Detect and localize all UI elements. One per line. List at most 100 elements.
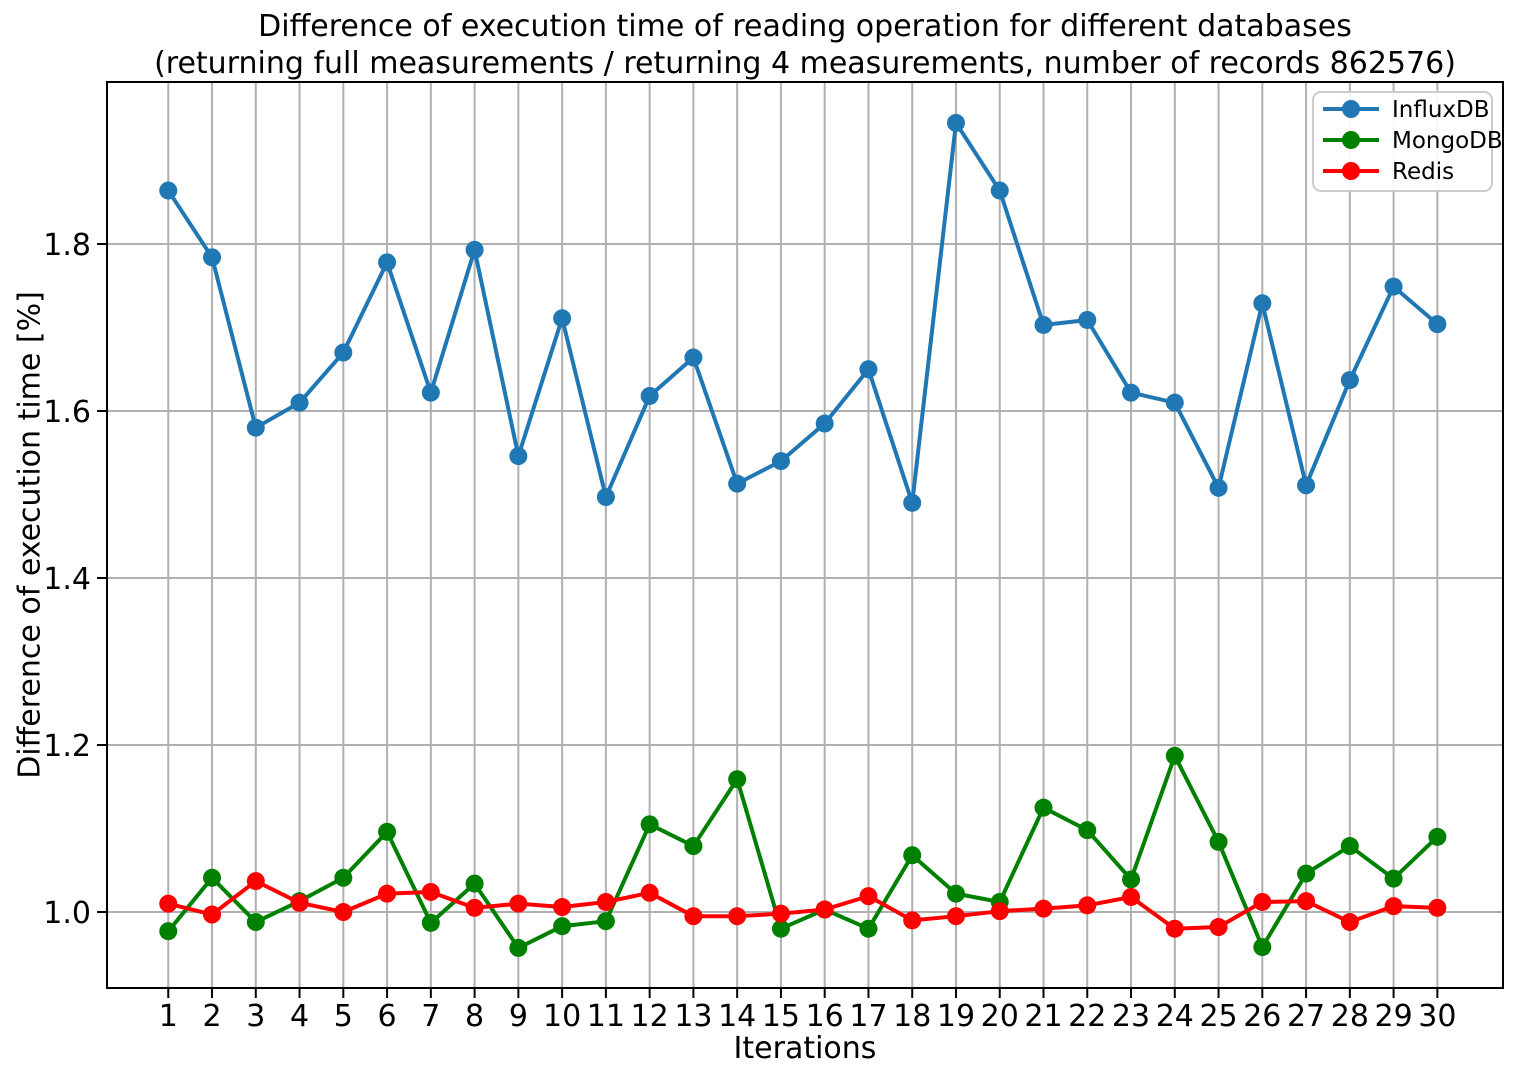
legend: InfluxDB MongoDB Redis (1312, 91, 1503, 192)
data-point-Redis (771, 904, 790, 923)
data-point-MongoDB (728, 770, 747, 789)
x-tick-label: 21 (1024, 999, 1062, 1034)
data-point-MongoDB (1078, 821, 1097, 840)
data-point-InfluxDB (246, 418, 265, 437)
data-point-MongoDB (246, 913, 265, 932)
y-tick-label: 1.6 (43, 395, 91, 430)
data-point-Redis (509, 894, 528, 913)
data-point-MongoDB (946, 884, 965, 903)
data-point-Redis (159, 894, 178, 913)
chart-title-line2: (returning full measurements / returning… (154, 46, 1456, 81)
data-point-Redis (421, 882, 440, 901)
data-point-Redis (465, 898, 484, 917)
data-point-InfluxDB (1384, 277, 1403, 296)
data-point-InfluxDB (946, 113, 965, 132)
data-point-MongoDB (378, 822, 397, 841)
legend-item-MongoDB: MongoDB (1323, 128, 1503, 154)
data-point-Redis (946, 907, 965, 926)
data-point-Redis (815, 900, 834, 919)
data-point-MongoDB (1253, 938, 1272, 957)
data-point-MongoDB (1034, 798, 1053, 817)
data-point-MongoDB (1297, 864, 1316, 883)
x-tick-label: 12 (631, 999, 669, 1034)
y-tick-label: 1.0 (43, 896, 91, 931)
data-point-Redis (640, 883, 659, 902)
data-point-InfluxDB (203, 248, 222, 267)
x-tick-label: 7 (421, 999, 440, 1034)
x-tick-label: 20 (981, 999, 1019, 1034)
axes-spine (106, 81, 1504, 989)
y-tick-label: 1.2 (43, 729, 91, 764)
data-point-Redis (990, 902, 1009, 921)
data-point-Redis (1297, 892, 1316, 911)
data-point-MongoDB (203, 868, 222, 887)
x-tick-label: 19 (937, 999, 975, 1034)
data-point-InfluxDB (1340, 371, 1359, 390)
data-point-InfluxDB (771, 452, 790, 471)
data-point-InfluxDB (640, 386, 659, 405)
data-point-Redis (1034, 899, 1053, 918)
data-point-Redis (1122, 887, 1141, 906)
legend-label: InfluxDB (1392, 97, 1490, 123)
data-point-MongoDB (159, 922, 178, 941)
data-point-Redis (378, 884, 397, 903)
data-point-MongoDB (903, 846, 922, 865)
data-point-MongoDB (1340, 837, 1359, 856)
x-tick-label: 2 (202, 999, 221, 1034)
data-point-InfluxDB (1078, 310, 1097, 329)
x-tick-label: 10 (543, 999, 581, 1034)
x-axis-label: Iterations (733, 1031, 877, 1066)
x-tick-label: 24 (1156, 999, 1194, 1034)
data-point-InfluxDB (1253, 294, 1272, 313)
x-tick-label: 29 (1375, 999, 1413, 1034)
data-point-InfluxDB (1428, 315, 1447, 334)
data-point-MongoDB (771, 919, 790, 938)
x-tick-label: 23 (1112, 999, 1150, 1034)
data-point-InfluxDB (334, 343, 353, 362)
data-point-Redis (1340, 913, 1359, 932)
chart-title-line1: Difference of execution time of reading … (258, 9, 1352, 44)
x-tick-label: 8 (465, 999, 484, 1034)
x-tick-label: 11 (587, 999, 625, 1034)
x-tick-label: 17 (849, 999, 887, 1034)
data-point-Redis (290, 893, 309, 912)
data-point-InfluxDB (728, 474, 747, 493)
data-point-Redis (203, 905, 222, 924)
x-tick-label: 15 (762, 999, 800, 1034)
x-tick-label: 13 (674, 999, 712, 1034)
data-point-MongoDB (334, 868, 353, 887)
data-point-MongoDB (859, 919, 878, 938)
data-point-MongoDB (553, 917, 572, 936)
data-point-InfluxDB (903, 493, 922, 512)
x-tick-label: 28 (1331, 999, 1369, 1034)
x-tick-label: 3 (246, 999, 265, 1034)
x-tick-label: 18 (893, 999, 931, 1034)
data-point-InfluxDB (553, 309, 572, 328)
data-point-MongoDB (684, 837, 703, 856)
data-point-Redis (334, 903, 353, 922)
data-point-InfluxDB (596, 488, 615, 507)
x-tick-label: 26 (1243, 999, 1281, 1034)
data-point-MongoDB (640, 815, 659, 834)
legend-handle-dot (1342, 100, 1360, 118)
data-point-Redis (596, 892, 615, 911)
legend-handle-dot (1342, 162, 1360, 180)
x-tick-label: 16 (806, 999, 844, 1034)
data-point-Redis (859, 887, 878, 906)
data-point-InfluxDB (990, 181, 1009, 200)
data-point-Redis (1253, 892, 1272, 911)
data-point-InfluxDB (1209, 478, 1228, 497)
data-point-MongoDB (1122, 870, 1141, 889)
data-point-MongoDB (1384, 869, 1403, 888)
data-point-Redis (553, 898, 572, 917)
x-tick-label: 6 (378, 999, 397, 1034)
data-point-InfluxDB (859, 360, 878, 379)
data-point-MongoDB (421, 913, 440, 932)
data-point-MongoDB (509, 938, 528, 957)
legend-handle-dot (1342, 131, 1360, 149)
x-tick-label: 22 (1068, 999, 1106, 1034)
data-point-InfluxDB (1297, 476, 1316, 495)
x-tick-label: 4 (290, 999, 309, 1034)
